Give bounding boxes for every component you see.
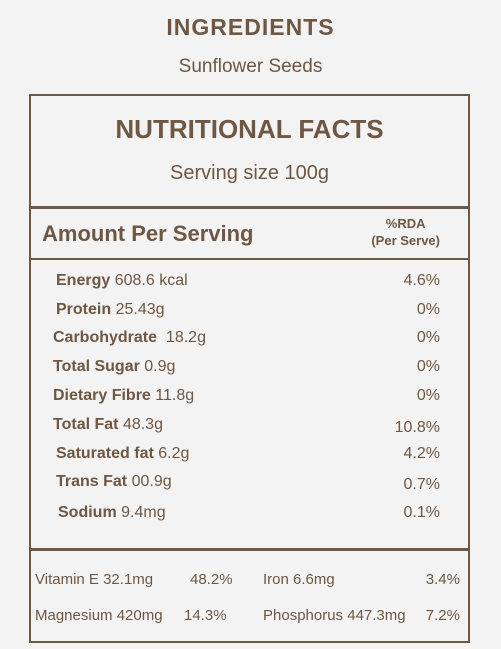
nutrient-row: Dietary Fibre 11.8g 0% (31, 387, 468, 411)
section-divider (31, 548, 468, 550)
nutrient-name: Energy (56, 272, 111, 289)
nutrient-amount: 0.9g (144, 358, 176, 375)
ingredients-value: Sunflower Seeds (178, 56, 323, 77)
nutrient-row: Total Sugar 0.9g 0% (31, 358, 468, 382)
nutrient-amount: 25.43g (115, 301, 165, 318)
facts-title: NUTRITIONAL FACTS (115, 114, 384, 144)
nutrient-amount: 9.4mg (121, 504, 166, 521)
nutrient-name: Saturated fat (56, 445, 154, 462)
nutrient-name: Carbohydrate (53, 329, 158, 346)
nutrient-rda: 0.7% (403, 476, 440, 493)
nutrient-amount: 608.6 kcal (114, 272, 188, 289)
vitamins-minerals-section: Vitamin E 32.1mg 48.2% Iron 6.6mg 3.4% M… (31, 550, 468, 642)
nutrient-rda: 0% (416, 301, 440, 318)
nutrient-row: Carbohydrate 18.2g 0% (31, 329, 468, 353)
nutrient-rda: 0% (416, 387, 440, 404)
amount-header-row: Amount Per Serving %RDA (Per Serve) (31, 208, 468, 260)
nutrient-amount: 6.2g (158, 445, 190, 462)
nutrient-name: Trans Fat (56, 473, 128, 490)
vitamin-e-label: Vitamin E 32.1mg (35, 571, 154, 588)
vitamin-e-rda: 48.2% (190, 571, 233, 588)
iron-label: Iron 6.6mg (263, 571, 335, 588)
nutrient-rda: 4.2% (403, 445, 440, 462)
phosphorus-label: Phosphorus 447.3mg (263, 607, 406, 624)
nutrition-facts-panel: NUTRITIONAL FACTS Serving size 100g Amou… (29, 94, 470, 643)
amount-per-serving-label: Amount Per Serving (42, 221, 254, 246)
magnesium-rda: 14.3% (184, 607, 227, 624)
nutrient-row: Protein 25.43g 0% (31, 301, 468, 325)
rda-header: %RDA (Per Serve) (371, 215, 440, 249)
nutrient-name: Total Sugar (53, 358, 140, 375)
nutrient-rda: 4.6% (403, 272, 440, 289)
facts-header: NUTRITIONAL FACTS Serving size 100g (31, 96, 468, 208)
serving-size: Serving size 100g (170, 162, 329, 184)
rda-header-line1: %RDA (385, 216, 426, 231)
nutrient-name: Sodium (58, 504, 117, 521)
nutrient-amount: 18.2g (165, 329, 206, 346)
nutrient-name: Total Fat (53, 416, 119, 433)
nutrient-row: Sodium 9.4mg 0.1% (31, 504, 468, 528)
rda-header-line2: (Per Serve) (371, 233, 440, 248)
nutrient-rda: 0.1% (403, 504, 440, 521)
nutrient-rda: 0% (416, 358, 440, 375)
nutrient-row: Saturated fat 6.2g 4.2% (31, 445, 468, 469)
nutrient-name: Dietary Fibre (53, 387, 151, 404)
nutrient-amount: 11.8g (155, 387, 195, 404)
ingredients-title: INGREDIENTS (166, 14, 335, 40)
nutrient-row: Total Fat 48.3g 10.8% (31, 416, 468, 440)
nutrient-row: Energy 608.6 kcal 4.6% (31, 272, 468, 296)
magnesium-label: Magnesium 420mg (35, 607, 163, 624)
nutrient-amount: 48.3g (122, 416, 163, 433)
iron-rda: 3.4% (425, 571, 460, 588)
nutrient-amount: 00.9g (131, 473, 172, 490)
nutrient-name: Protein (56, 301, 112, 318)
nutrient-rda: 0% (416, 329, 440, 346)
nutrient-list: Energy 608.6 kcal 4.6% Protein 25.43g 0%… (31, 260, 468, 544)
phosphorus-rda: 7.2% (425, 607, 460, 624)
nutrient-row: Trans Fat 00.9g 0.7% (31, 473, 468, 497)
nutrient-rda: 10.8% (394, 419, 440, 436)
